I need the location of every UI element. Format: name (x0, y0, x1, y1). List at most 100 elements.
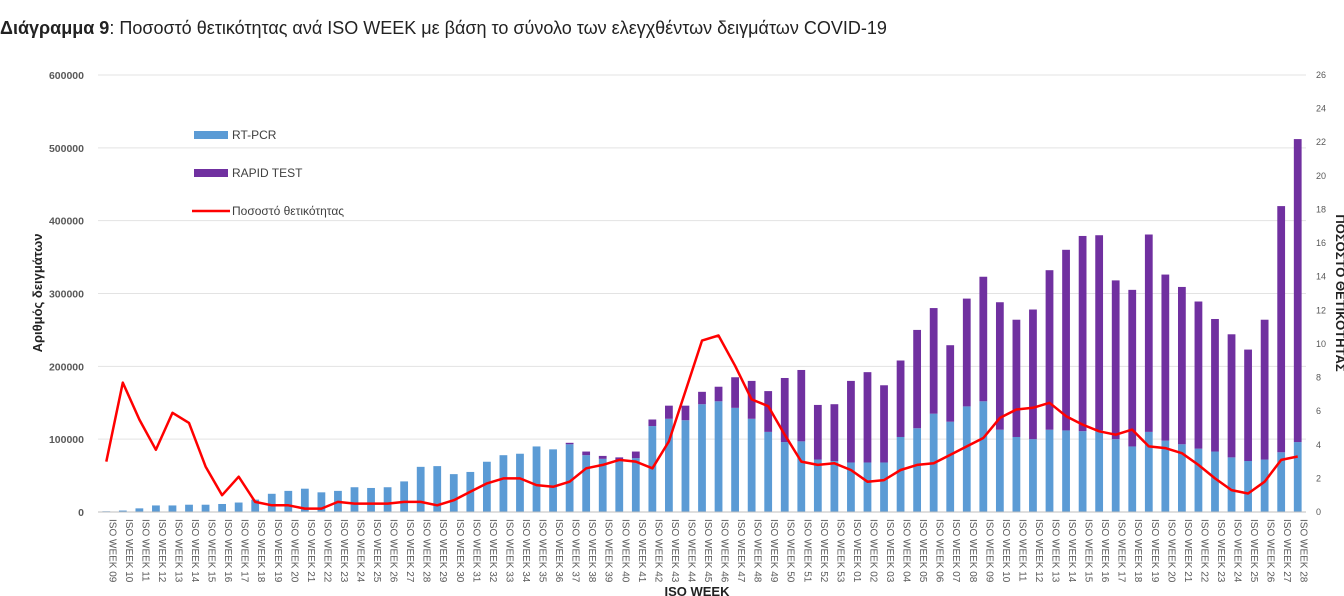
bar-rtpcr (449, 474, 458, 512)
bar-rtpcr (1128, 446, 1137, 512)
x-tick-label: ISO WEEK 37 (570, 519, 581, 583)
bar-rapid-test (1012, 319, 1021, 437)
bar-rtpcr (300, 488, 309, 512)
bar-rtpcr (880, 462, 888, 512)
x-tick-label: ISO WEEK 46 (719, 519, 730, 583)
bar-rapid-test (830, 404, 839, 462)
x-tick-label: ISO WEEK 25 (1248, 519, 1259, 583)
x-tick-label: ISO WEEK 09 (106, 519, 117, 583)
x-tick-label: ISO WEEK 15 (206, 519, 217, 583)
bar-rtpcr (201, 504, 210, 512)
bar-rtpcr (152, 505, 160, 512)
x-tick-label: ISO WEEK 24 (355, 519, 366, 583)
bar-rapid-test (1029, 309, 1037, 440)
y2-tick-label: 12 (1316, 305, 1326, 315)
x-tick-label: ISO WEEK 14 (189, 519, 200, 583)
y-tick-label: 100000 (49, 434, 84, 446)
x-tick-label: ISO WEEK 04 (901, 519, 912, 583)
bar-rapid-test (598, 455, 607, 459)
legend-label-positivity: Ποσοστό θετικότητας (232, 204, 344, 218)
y-axis-title: Αριθμός δειγμάτων (30, 234, 45, 353)
bar-rapid-test (1194, 301, 1203, 449)
bar-rapid-test (1045, 270, 1054, 430)
bar-rapid-test (1078, 235, 1087, 432)
bar-rtpcr (665, 418, 673, 512)
x-tick-label: ISO WEEK 15 (1083, 519, 1094, 583)
x-tick-label: ISO WEEK 45 (702, 519, 713, 583)
x-tick-label: ISO WEEK 32 (487, 519, 498, 583)
bar-rapid-test (1062, 249, 1070, 431)
bar-rtpcr (1260, 459, 1269, 512)
x-tick-label: ISO WEEK 02 (868, 519, 879, 583)
bar-rtpcr (747, 418, 756, 512)
y2-tick-label: 26 (1316, 70, 1326, 80)
x-tick-label: ISO WEEK 29 (437, 519, 448, 583)
bar-rtpcr (482, 461, 491, 512)
x-tick-label: ISO WEEK 30 (454, 519, 465, 583)
bar-rtpcr (1277, 452, 1286, 512)
y2-tick-label: 2 (1316, 473, 1321, 483)
bar-rtpcr (317, 492, 326, 512)
x-tick-label: ISO WEEK 03 (884, 519, 895, 583)
bar-rtpcr (1062, 430, 1070, 512)
x-tick-label: ISO WEEK 12 (156, 519, 167, 583)
positivity-line-series (105, 334, 1298, 510)
bar-rtpcr (979, 401, 988, 512)
bar-rtpcr (582, 455, 591, 512)
x-tick-label: ISO WEEK 49 (768, 519, 779, 583)
bar-rtpcr (962, 406, 971, 512)
bar-rtpcr (1244, 461, 1252, 512)
bar-rapid-test (764, 391, 773, 432)
chart-title-lead: Διάγραμμα 9 (0, 18, 110, 38)
x-tick-label: ISO WEEK 21 (305, 519, 316, 583)
bar-rtpcr (350, 487, 359, 512)
bar-rapid-test (1260, 319, 1269, 460)
bar-rtpcr (797, 441, 806, 512)
bar-rtpcr (1211, 451, 1219, 512)
y2-tick-label: 22 (1316, 137, 1326, 147)
bar-rtpcr (433, 466, 442, 512)
x-tick-label: ISO WEEK 22 (321, 519, 332, 583)
x-tick-label: ISO WEEK 17 (239, 519, 250, 583)
x-tick-label: ISO WEEK 42 (652, 519, 663, 583)
x-tick-label: ISO WEEK 10 (1000, 519, 1011, 583)
x-axis-title: ISO WEEK (664, 584, 730, 596)
bar-rapid-test (714, 386, 723, 402)
bar-rtpcr (681, 420, 690, 512)
x-tick-label: ISO WEEK 40 (619, 519, 630, 583)
x-axis: ISO WEEK 09 ISO WEEK 10 ISO WEEK 11 ISO WEE… (98, 511, 1309, 583)
bar-rapid-test (863, 372, 872, 463)
x-tick-label: ISO WEEK 18 (255, 519, 266, 583)
x-tick-label: ISO WEEK 36 (553, 519, 564, 583)
bar-rapid-test (1128, 289, 1137, 447)
x-tick-label: ISO WEEK 33 (503, 519, 514, 583)
bar-rtpcr (416, 466, 425, 512)
x-tick-label: ISO WEEK 53 (834, 519, 845, 583)
x-tick-label: ISO WEEK 16 (222, 519, 233, 583)
bar-rapid-test (648, 419, 657, 427)
y-tick-label: 0 (78, 507, 84, 519)
bar-rtpcr (946, 421, 955, 512)
bar-rtpcr (631, 458, 640, 512)
bar-rtpcr (1078, 431, 1087, 512)
x-tick-label: ISO WEEK 31 (470, 519, 481, 583)
y2-tick-label: 10 (1316, 339, 1326, 349)
y2-tick-label: 14 (1316, 272, 1326, 282)
bar-rtpcr (731, 407, 739, 512)
bar-rapid-test (631, 451, 640, 459)
x-tick-label: ISO WEEK 50 (785, 519, 796, 583)
y-axis-left: 0 100000 200000 300000 400000 500000 600000 (49, 70, 84, 519)
x-tick-label: ISO WEEK 05 (917, 519, 928, 583)
x-tick-label: ISO WEEK 48 (752, 519, 763, 583)
x-tick-label: ISO WEEK 10 (123, 519, 134, 583)
bar-rapid-test (979, 276, 988, 402)
bar-rapid-test (995, 302, 1004, 430)
x-tick-label: ISO WEEK 43 (669, 519, 680, 583)
bar-rtpcr (135, 508, 144, 512)
bar-rtpcr (118, 510, 127, 512)
bar-rapid-test (698, 391, 706, 405)
bar-rtpcr (168, 505, 177, 512)
bar-rtpcr (780, 442, 789, 512)
y2-tick-label: 16 (1316, 238, 1326, 248)
bar-rapid-test (929, 308, 938, 414)
